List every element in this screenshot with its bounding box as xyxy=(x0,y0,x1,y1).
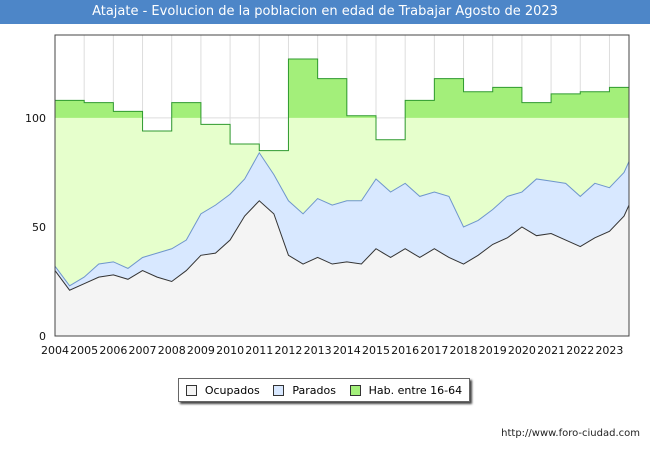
x-tick-label: 2012 xyxy=(274,344,302,357)
x-tick-label: 2013 xyxy=(304,344,332,357)
parados-swatch xyxy=(273,384,285,396)
legend-item-hab: Hab. entre 16-64 xyxy=(349,383,463,397)
x-tick-label: 2015 xyxy=(362,344,390,357)
x-tick-label: 2016 xyxy=(391,344,419,357)
x-tick-label: 2004 xyxy=(41,344,69,357)
series-areas xyxy=(54,58,630,337)
plot-frame xyxy=(54,34,630,337)
x-tick-label: 2019 xyxy=(479,344,507,357)
x-tick-label: 2011 xyxy=(245,344,273,357)
x-tick-label: 2008 xyxy=(158,344,186,357)
y-tick-label: 50 xyxy=(32,221,46,234)
x-tick-label: 2022 xyxy=(566,344,594,357)
x-axis-ticks: 2004 2005 2006 2007 2008 2009 2010 2011 2012 2013… xyxy=(41,344,623,357)
x-tick-label: 2014 xyxy=(333,344,361,357)
x-tick-label: 2023 xyxy=(595,344,623,357)
legend-label-parados: Parados xyxy=(292,383,336,397)
hab-line xyxy=(55,58,629,152)
x-tick-label: 2020 xyxy=(508,344,536,357)
legend: Ocupados Parados Hab. entre 16-64 xyxy=(178,378,470,402)
ocupados-line xyxy=(54,200,630,291)
parados-line xyxy=(54,151,630,287)
legend-label-ocupados: Ocupados xyxy=(204,383,260,397)
y-axis-ticks: 0 50 100 xyxy=(25,112,46,343)
y-tick-label: 100 xyxy=(25,112,46,125)
hab-area-top xyxy=(55,58,629,118)
y-tick-label: 0 xyxy=(39,330,46,343)
x-tick-label: 2005 xyxy=(70,344,98,357)
legend-item-ocupados: Ocupados xyxy=(185,383,260,397)
x-tick-label: 2009 xyxy=(187,344,215,357)
legend-item-parados: Parados xyxy=(273,384,336,397)
hab-swatch xyxy=(349,384,361,396)
x-tick-label: 2018 xyxy=(450,344,478,357)
x-tick-label: 2021 xyxy=(537,344,565,357)
source-link[interactable]: http://www.foro-ciudad.com xyxy=(501,428,640,439)
x-tick-label: 2007 xyxy=(129,344,157,357)
chart-area: 2004 2005 2006 2007 2008 2009 2010 2011 2012 2013… xyxy=(25,34,630,357)
x-tick-label: 2017 xyxy=(420,344,448,357)
x-tick-label: 2010 xyxy=(216,344,244,357)
ocupados-area xyxy=(55,200,629,336)
x-tick-label: 2006 xyxy=(99,344,127,357)
legend-label-hab: Hab. entre 16-64 xyxy=(368,383,463,397)
ocupados-swatch xyxy=(185,384,197,396)
chart-title: Atajate - Evolucion de la poblacion en e… xyxy=(0,0,650,24)
